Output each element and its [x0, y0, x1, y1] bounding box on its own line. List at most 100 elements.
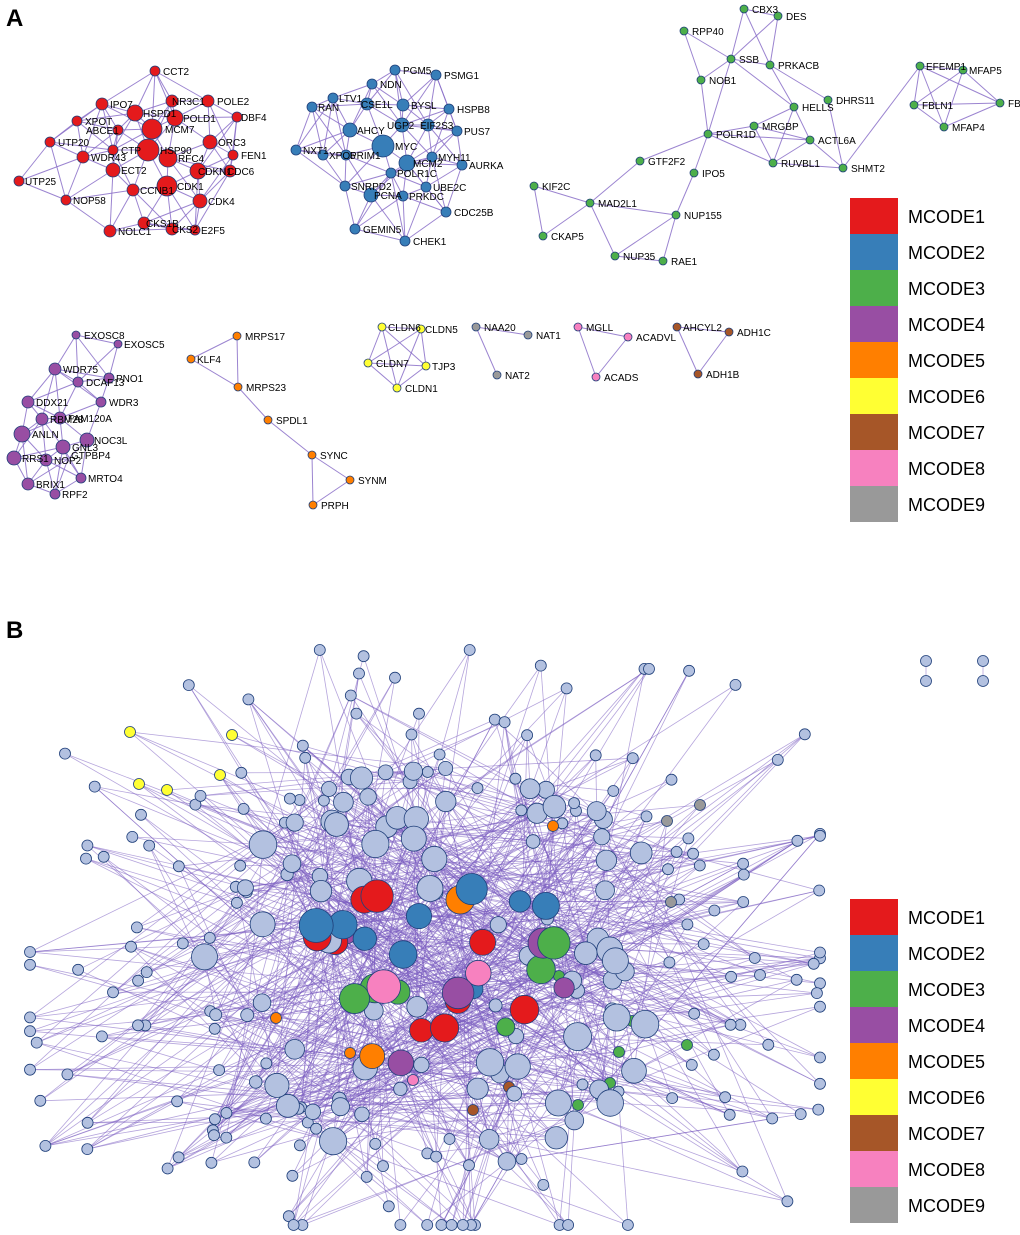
edge-efemp1-mfap5 [919, 65, 964, 71]
gene-label-mrgbp: MRGBP [762, 122, 799, 133]
gene-label-ahcy: AHCY [357, 126, 385, 137]
edge-b-204-1 [615, 840, 798, 962]
edge-eif2s3-psmg1 [427, 74, 437, 126]
edge-b-241-1 [451, 942, 544, 1226]
edge-cct2-pole2 [154, 70, 209, 102]
edge-b-122-1 [167, 924, 263, 1169]
edge-abce1-xpot [76, 120, 119, 131]
edge-bysl-psmg1 [402, 74, 437, 106]
edge-ran-xpo5 [311, 106, 324, 156]
legend-swatch-mcode2 [850, 935, 898, 971]
node-b-other-161 [126, 831, 139, 843]
gene-label-ltv1: LTV1 [339, 94, 363, 105]
node-b-other-13 [576, 1078, 589, 1091]
edge-adh1c-adh1b [697, 331, 730, 375]
legend-swatch-mcode5 [850, 342, 898, 378]
node-b-other-259 [349, 766, 373, 790]
node-b-other-29 [182, 679, 195, 691]
edge-tjp3-cldn1 [396, 365, 427, 389]
node-b-mcode2-266 [352, 926, 377, 951]
edge-des-ssb [730, 15, 779, 60]
edge-ccnb1-nolc1 [109, 189, 134, 232]
edge-b-202-0 [356, 713, 548, 920]
node-b-other-68 [208, 1022, 221, 1035]
legend-label-mcode9: MCODE9 [908, 1196, 985, 1216]
edge-hspb8-ugp2 [401, 108, 450, 126]
edge-b-238-0 [302, 745, 538, 814]
node-b-other-50 [357, 650, 370, 663]
edge-chek1-pcna [370, 194, 406, 242]
edge-b-169-0 [470, 1036, 578, 1226]
node-b-other-82 [737, 896, 750, 908]
node-b-mcode3-183 [613, 1046, 625, 1058]
gene-label-abce1: ABCE1 [86, 126, 119, 137]
gene-label-nup35: NUP35 [623, 252, 656, 263]
edge-rpp40-nob1 [683, 30, 702, 81]
edge-b-181-0 [85, 858, 635, 1072]
node-b-other-298 [475, 1048, 505, 1077]
gene-label-myc: MYC [395, 142, 417, 153]
gene-label-orc3: ORC3 [218, 138, 246, 149]
node-nat1 [523, 330, 533, 340]
edge-b-156-0 [540, 670, 690, 970]
edge-b-18-3 [553, 816, 647, 944]
node-b-other-105 [737, 857, 749, 870]
node-b-mcode6-172 [214, 769, 226, 781]
edge-aurka-pus7 [456, 130, 463, 166]
node-b-other-102 [708, 1048, 720, 1061]
edge-ahcy-ndn [349, 83, 373, 131]
edge-cdk4-fen1 [199, 154, 234, 202]
edge-polr1c-prim1 [345, 154, 392, 174]
node-b-other-250 [595, 849, 618, 871]
edge-mgll-acads [577, 326, 597, 378]
edge-b-133-0 [288, 1140, 334, 1217]
node-b-other-37 [205, 1156, 218, 1169]
node-b-other-249 [435, 790, 457, 813]
edge-b-303-0 [275, 788, 330, 1019]
edge-b-150-0 [519, 759, 778, 902]
gene-label-prkdc: PRKDC [409, 192, 444, 203]
node-b-mcode3-229 [496, 1017, 516, 1037]
node-b-other-274 [621, 1058, 647, 1084]
edge-ltv1-prim1 [332, 97, 347, 156]
gene-label-spdl1: SPDL1 [276, 416, 308, 427]
node-b-other-208 [506, 1085, 523, 1102]
node-b-mcode4-283 [387, 1049, 415, 1077]
node-b-other-130 [643, 663, 655, 675]
node-b-other-74 [812, 1103, 825, 1116]
node-adh1b [693, 369, 703, 379]
node-b-mcode3-314 [537, 926, 571, 960]
node-cks1b [137, 216, 151, 230]
edge-gemin5-prkdc [354, 195, 404, 230]
edge-efemp1-mfap4 [919, 65, 945, 128]
edge-b-190-0 [515, 1035, 769, 1046]
edge-mad2l1-nup155 [589, 202, 677, 216]
node-b-other-245 [519, 778, 541, 799]
gene-label-shmt2: SHMT2 [851, 164, 885, 175]
edge-cldn5-cldn1 [396, 328, 422, 389]
edge-b-270-1 [402, 954, 450, 1140]
edge-b-224-1 [136, 887, 246, 928]
node-b-other-111 [607, 785, 620, 797]
legend-label-mcode4: MCODE4 [908, 1016, 985, 1036]
edge-b-225-1 [29, 1014, 216, 1032]
edge-b-301-0 [498, 901, 672, 926]
edge-kif2c-mad2l1 [533, 185, 591, 204]
gene-label-dbf4: DBF4 [241, 113, 267, 124]
legend-label-mcode9: MCODE9 [908, 495, 985, 515]
edge-b-209-1 [87, 1105, 288, 1150]
node-b-other-26 [771, 754, 784, 766]
gene-label-naa20: NAA20 [484, 323, 516, 334]
node-b-other-163 [344, 689, 357, 702]
edge-b-24-2 [45, 933, 347, 1147]
node-b-mcode8-189 [407, 1074, 419, 1086]
edge-b-179-1 [261, 1002, 522, 1160]
node-b-other-10 [622, 1219, 634, 1231]
node-b-other-99 [807, 957, 820, 970]
node-b-other-2 [97, 850, 110, 863]
node-b-other-36 [688, 1007, 701, 1020]
node-hspb8 [443, 103, 455, 115]
gene-label-des: DES [786, 12, 807, 23]
gene-label-hells: HELLS [802, 103, 834, 114]
node-b-other-87 [394, 1219, 407, 1231]
